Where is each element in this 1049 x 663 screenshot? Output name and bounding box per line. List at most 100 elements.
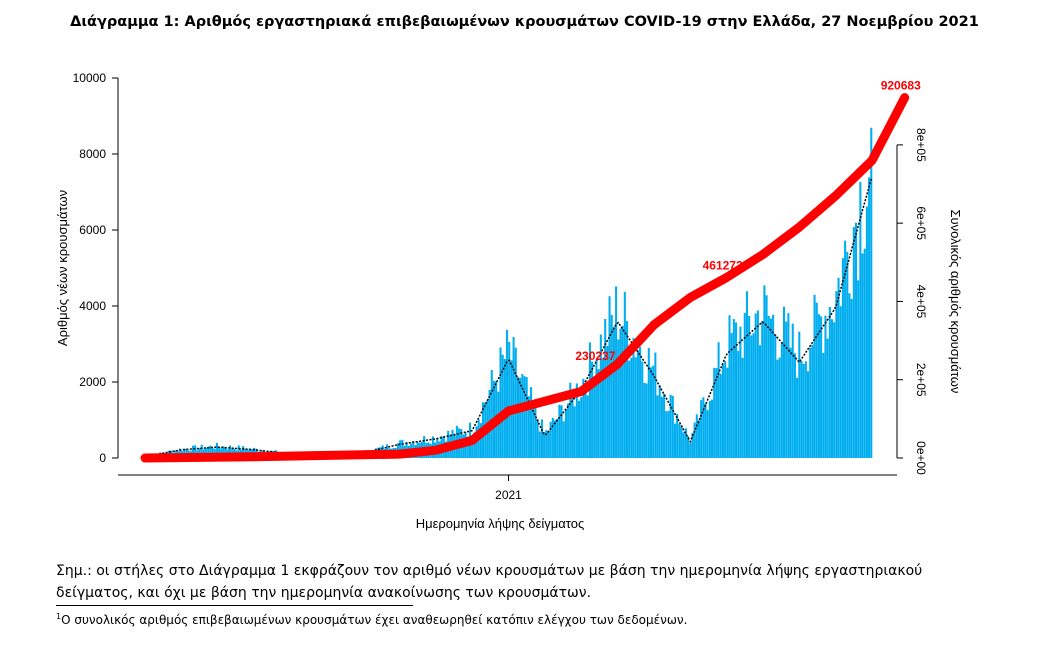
bar <box>619 328 622 458</box>
bar <box>741 357 744 458</box>
bar <box>774 334 777 458</box>
bar <box>861 253 864 458</box>
bar <box>569 382 572 458</box>
bar <box>697 420 701 458</box>
bar <box>623 291 626 458</box>
bar <box>654 352 657 458</box>
bar <box>820 316 823 458</box>
bar <box>647 347 650 458</box>
bar <box>222 446 225 458</box>
cumulative-annotation: 230237 <box>575 349 615 363</box>
bar <box>687 436 690 458</box>
bar <box>665 411 668 458</box>
bar <box>597 369 600 458</box>
bar <box>564 409 567 458</box>
bar <box>813 294 816 458</box>
bar <box>508 342 511 458</box>
footnote-text: Ο συνολικός αριθμός επιβεβαιωμένων κρουσ… <box>61 613 688 627</box>
y-tick-label-right: 8e+05 <box>914 128 928 162</box>
bar <box>399 440 402 458</box>
bar <box>865 206 868 458</box>
bar <box>702 397 705 458</box>
bar <box>551 417 554 458</box>
bar <box>634 357 637 458</box>
bar <box>676 413 679 458</box>
bar <box>562 421 565 458</box>
bar <box>769 318 772 458</box>
bar <box>796 377 799 458</box>
bar <box>850 298 853 458</box>
bar <box>636 350 639 458</box>
bar <box>678 424 681 458</box>
bar <box>530 387 533 458</box>
bar <box>229 445 232 458</box>
x-tick-label: 2021 <box>495 488 522 502</box>
bar <box>612 326 615 458</box>
bar <box>830 319 834 458</box>
bar <box>512 337 515 458</box>
y-axis-label-right: Συνολικός αριθμός κρουσμάτων <box>948 209 963 393</box>
bar <box>680 426 683 458</box>
bar <box>846 251 849 458</box>
bar <box>200 444 203 458</box>
cumulative-line <box>140 93 910 463</box>
bar <box>593 384 596 458</box>
bar <box>752 333 755 458</box>
bar <box>739 326 742 458</box>
bar <box>660 396 663 458</box>
bar <box>527 396 530 458</box>
bar <box>706 410 709 458</box>
bar <box>822 352 825 458</box>
bar <box>658 385 661 458</box>
bar <box>218 446 221 458</box>
bar <box>608 296 611 458</box>
y-tick-label-left: 10000 <box>73 71 107 85</box>
bar <box>806 371 810 458</box>
bar <box>586 395 589 458</box>
bar <box>490 370 493 458</box>
bar <box>708 400 711 458</box>
bar <box>778 357 781 458</box>
bar <box>575 383 578 458</box>
bar <box>215 442 219 458</box>
bar <box>588 342 591 458</box>
bar <box>737 350 740 458</box>
bar <box>663 393 666 458</box>
bar <box>538 431 541 458</box>
bar <box>793 353 796 458</box>
bar <box>765 295 768 458</box>
bar <box>835 291 838 458</box>
bar <box>473 432 476 458</box>
bar <box>754 313 757 458</box>
bar <box>804 361 807 458</box>
bar <box>844 240 847 458</box>
bar <box>523 376 526 458</box>
bar <box>721 364 724 458</box>
bar <box>868 177 871 459</box>
bar <box>673 423 677 458</box>
bar <box>802 363 805 458</box>
bar <box>521 373 524 458</box>
bar <box>580 397 583 458</box>
bar <box>641 361 644 458</box>
bar <box>540 419 543 458</box>
bar <box>854 222 858 458</box>
bar <box>479 423 482 458</box>
chart-note: Σημ.: οι στήλες στο Διάγραμμα 1 εκφράζου… <box>56 563 923 601</box>
bar <box>401 439 404 458</box>
bar <box>649 367 653 458</box>
bar <box>591 361 594 458</box>
y-tick-label-left: 8000 <box>79 147 106 161</box>
bar <box>859 181 862 459</box>
footnote-rule <box>56 605 413 606</box>
bar <box>560 405 563 458</box>
bar <box>534 404 537 458</box>
bar <box>700 400 703 458</box>
bar <box>726 367 729 458</box>
bar <box>516 377 519 458</box>
bar <box>695 414 698 458</box>
bar <box>191 445 195 458</box>
y-tick-label-left: 4000 <box>79 299 106 313</box>
bar <box>645 383 648 458</box>
bar <box>748 315 751 458</box>
